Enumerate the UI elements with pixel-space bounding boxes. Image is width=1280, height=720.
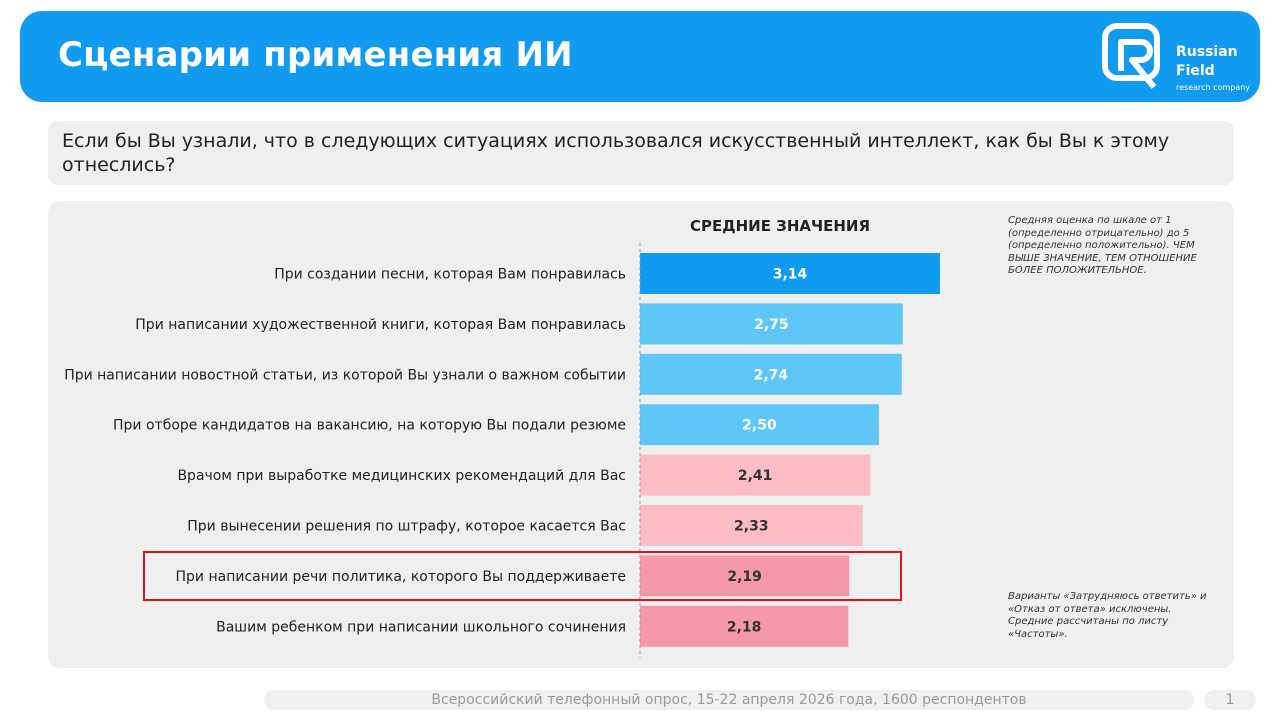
- bar-value-label: 2,74: [754, 367, 789, 383]
- bar-value-label: 2,33: [734, 519, 769, 535]
- bar-value-label: 3,14: [773, 267, 808, 283]
- question-box: Если бы Вы узнали, что в следующих ситуа…: [48, 121, 1234, 185]
- category-label: При отборе кандидатов на вакансию, на ко…: [113, 418, 626, 434]
- highlight-frame: [143, 551, 902, 601]
- bar-value-label: 2,19: [727, 569, 762, 585]
- bar-value-label: 2,41: [738, 468, 773, 484]
- scale-note: Средняя оценка по шкале от 1 (определенн…: [1008, 215, 1197, 276]
- logo-text-field: Field: [1176, 63, 1215, 79]
- category-label: Вашим ребенком при написании школьного с…: [216, 619, 626, 635]
- russian-field-logo-icon: [1102, 23, 1160, 89]
- category-label: При написании новостной статьи, из котор…: [64, 367, 626, 383]
- question-text: Если бы Вы узнали, что в следующих ситуа…: [62, 130, 1170, 176]
- logo-text-russian: Russian: [1176, 44, 1238, 60]
- bar-value-label: 2,75: [754, 317, 789, 333]
- chart-title: СРЕДНИЕ ЗНАЧЕНИЯ: [689, 217, 871, 235]
- bar: [640, 253, 940, 294]
- category-label: При создании песни, которая Вам понравил…: [274, 267, 626, 283]
- bar: [640, 353, 902, 395]
- bar: [640, 605, 849, 647]
- bar: [640, 555, 850, 597]
- bar-value-label: 2,50: [742, 418, 777, 434]
- bar: [640, 505, 863, 546]
- page-title: Сценарии применения ИИ: [58, 35, 573, 75]
- company-logo: Russian Field research company: [1102, 23, 1252, 93]
- bar: [640, 454, 871, 496]
- bar: [640, 404, 879, 446]
- page-number: 1: [1204, 690, 1256, 710]
- footer-source: Всероссийский телефонный опрос, 15-22 ап…: [264, 690, 1194, 710]
- bar: [640, 303, 903, 345]
- category-label: При написании художественной книги, кото…: [135, 317, 626, 333]
- logo-text-tagline: research company: [1176, 83, 1251, 92]
- header-banner: Сценарии применения ИИ Russian Field res…: [20, 11, 1260, 102]
- category-label: Врачом при выработке медицинских рекомен…: [177, 468, 626, 484]
- category-label: При написании речи политика, которого Вы…: [176, 569, 626, 585]
- exclusion-note: Варианты «Затрудняюсь ответить» и «Отказ…: [1008, 591, 1207, 640]
- category-label: При вынесении решения по штрафу, которое…: [187, 519, 626, 535]
- bar-value-label: 2,18: [727, 619, 762, 635]
